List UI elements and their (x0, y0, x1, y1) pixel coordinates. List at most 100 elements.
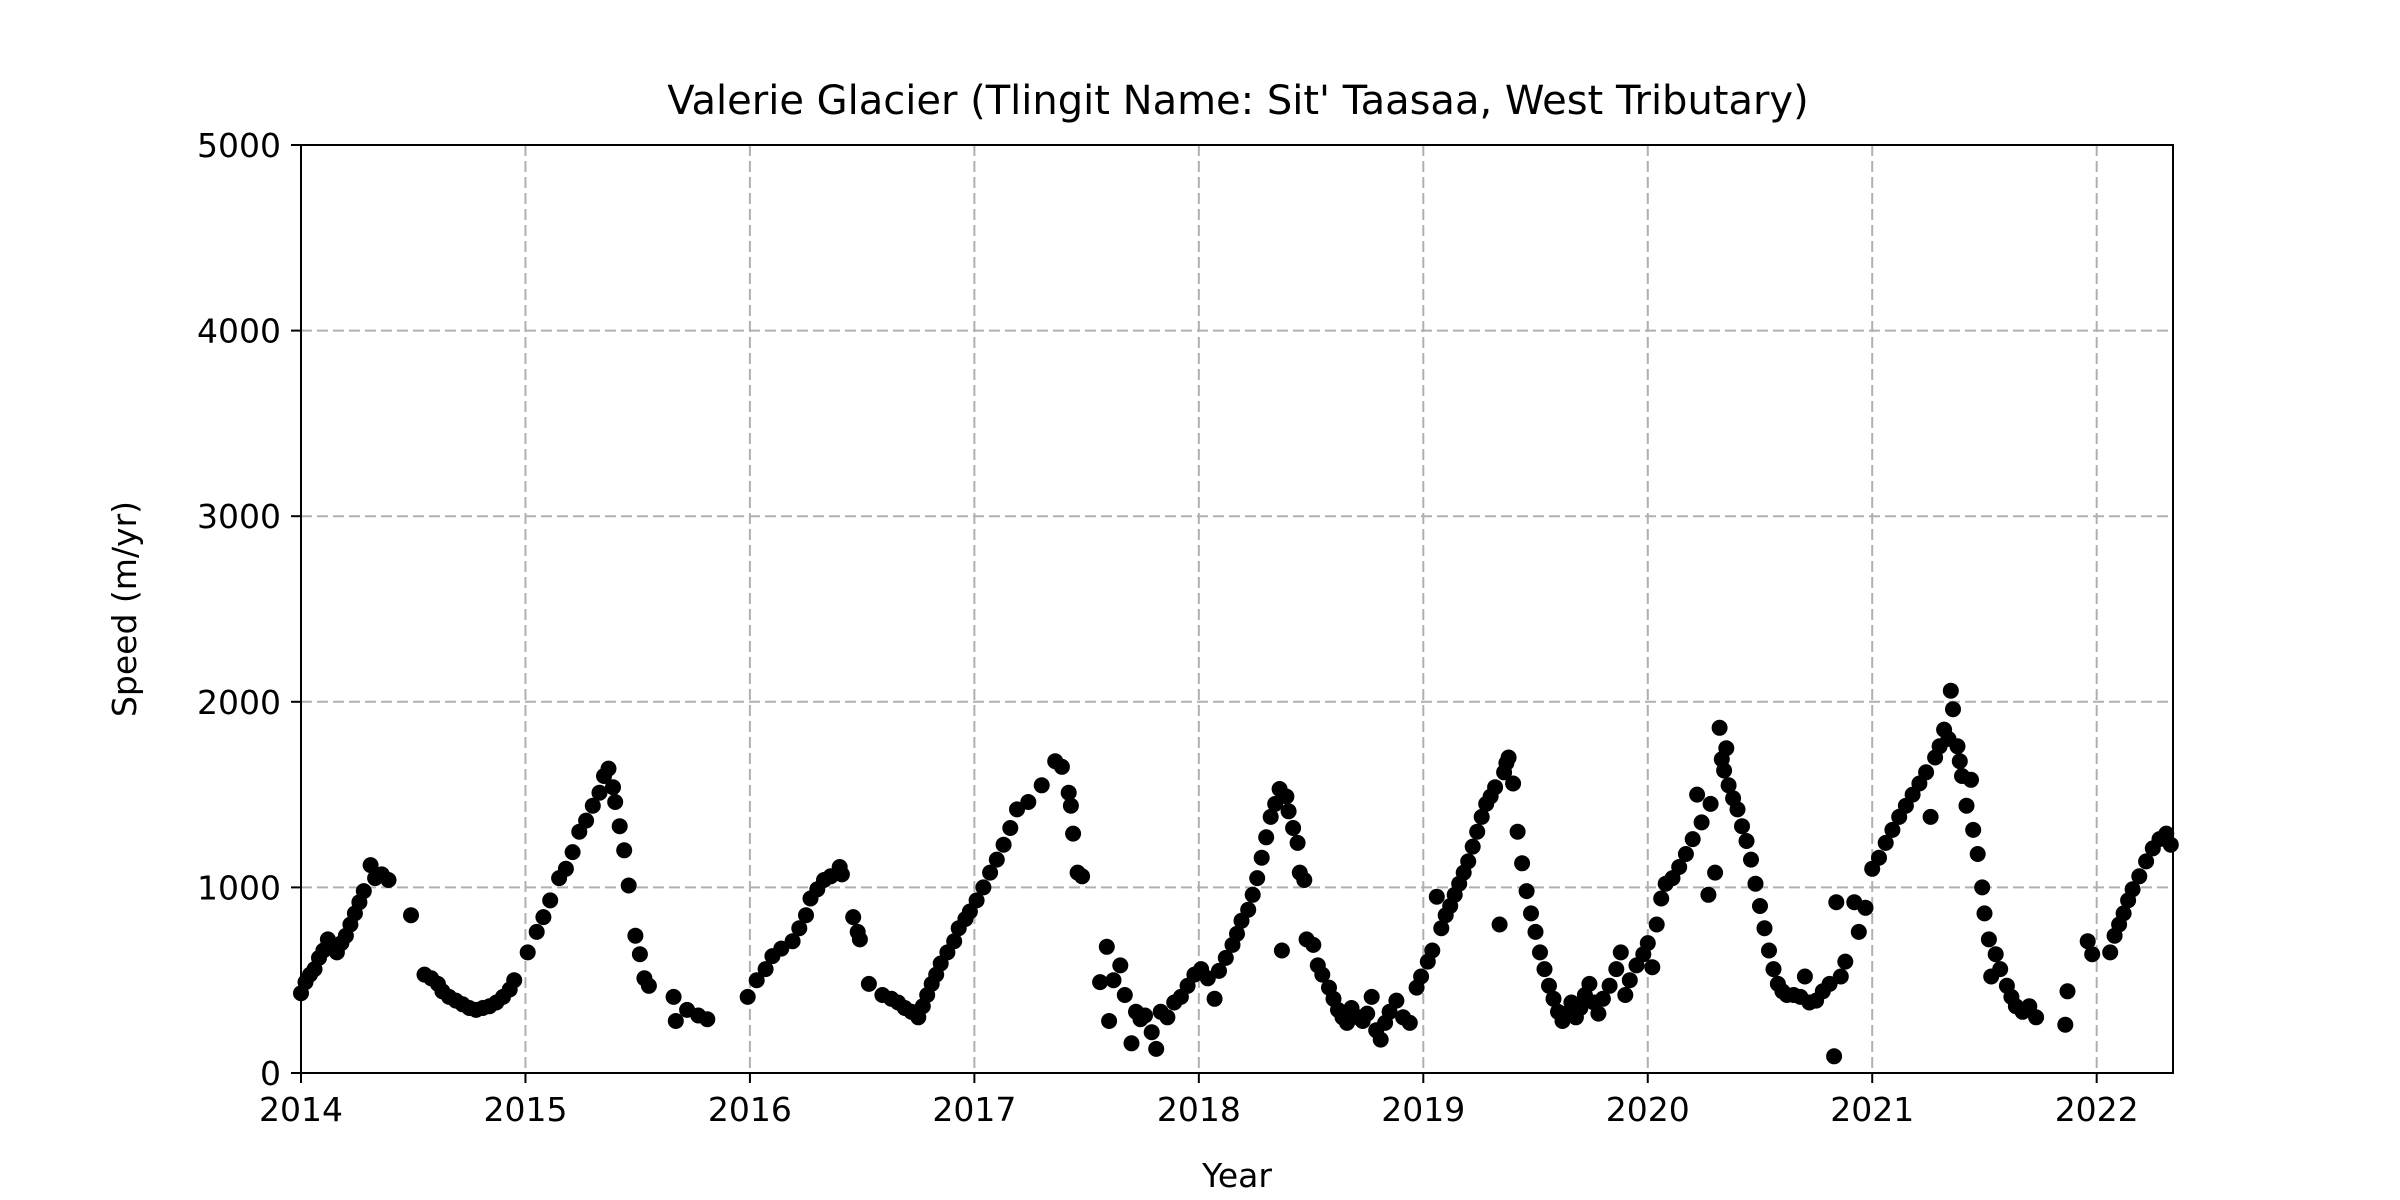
x-tick-label: 2014 (259, 1090, 343, 1129)
data-point (1653, 890, 1670, 907)
data-point (1974, 879, 1991, 896)
data-point (620, 877, 637, 894)
data-point (1594, 990, 1611, 1007)
data-point (1514, 855, 1531, 872)
data-point (1857, 899, 1874, 916)
data-point (1469, 823, 1486, 840)
data-point (355, 883, 372, 900)
data-point (1738, 833, 1755, 849)
data-point (1527, 923, 1544, 940)
x-tick-label: 2020 (1606, 1090, 1690, 1129)
data-point (1689, 786, 1706, 803)
data-point (1098, 938, 1115, 955)
data-point (860, 975, 877, 992)
data-point (1509, 823, 1526, 840)
data-point (1112, 957, 1129, 974)
data-point (1487, 779, 1504, 796)
data-point (1280, 803, 1297, 820)
data-point (1572, 1000, 1589, 1016)
x-tick-label: 2015 (483, 1090, 567, 1129)
data-point (1240, 901, 1257, 918)
data-point (1137, 1007, 1153, 1024)
y-tick-label: 5000 (197, 126, 281, 165)
data-points (293, 682, 2179, 1065)
data-point (1500, 749, 1517, 766)
data-point (1945, 701, 1961, 718)
data-point (665, 988, 682, 1005)
data-point (798, 907, 814, 924)
data-point (506, 972, 523, 989)
data-point (1963, 771, 1979, 788)
data-point (2102, 944, 2119, 961)
data-point (1314, 966, 1331, 983)
data-point (1752, 898, 1768, 914)
data-point (1249, 870, 1266, 887)
chart-title: Valerie Glacier (Tlingit Name: Sit' Taas… (667, 78, 1808, 124)
data-point (362, 857, 379, 874)
data-point (1850, 923, 1867, 940)
data-point (1720, 777, 1737, 794)
data-point (1518, 883, 1535, 900)
data-point (699, 1011, 716, 1028)
data-point (1884, 821, 1901, 838)
data-point (611, 818, 628, 835)
data-point (1273, 942, 1290, 959)
data-point (640, 977, 657, 994)
data-point (1372, 1031, 1389, 1048)
data-point (1065, 825, 1082, 842)
data-point (519, 944, 536, 961)
data-point (591, 784, 608, 801)
data-point (1871, 849, 1887, 866)
data-point (1491, 916, 1508, 933)
data-point (1101, 1013, 1118, 1029)
data-point (2028, 1009, 2045, 1026)
data-point (1206, 990, 1223, 1007)
data-point (1644, 959, 1661, 976)
data-point (1244, 886, 1261, 903)
data-point (1969, 846, 1986, 862)
data-point (773, 940, 790, 957)
data-point (1229, 925, 1245, 942)
data-point (1987, 946, 2004, 963)
data-point (1700, 886, 1717, 903)
data-point (1541, 977, 1557, 994)
data-point (631, 946, 648, 963)
x-tick-label: 2016 (708, 1090, 792, 1129)
data-point (1159, 1009, 1176, 1026)
data-point (946, 933, 963, 950)
y-tick-label: 2000 (197, 683, 281, 722)
data-point (1009, 801, 1025, 818)
data-point (564, 844, 581, 861)
data-point (1523, 905, 1539, 922)
data-point (2057, 1016, 2074, 1033)
data-point (1413, 968, 1430, 985)
data-point (1765, 961, 1782, 978)
data-point (2124, 881, 2141, 898)
data-point (1401, 1014, 1418, 1031)
data-point (833, 866, 850, 883)
plot-frame (300, 144, 2174, 1074)
data-point (1922, 808, 1939, 825)
data-point (380, 872, 397, 888)
data-point (1074, 868, 1091, 885)
data-point (542, 892, 559, 909)
data-point (1388, 992, 1405, 1009)
data-point (1707, 864, 1724, 881)
data-point (1033, 777, 1050, 794)
data-point (1211, 962, 1227, 979)
data-point (1532, 944, 1548, 961)
data-point (1729, 801, 1746, 818)
data-point (1262, 808, 1279, 825)
data-point (1621, 972, 1638, 989)
data-point (851, 931, 868, 948)
data-point (1756, 920, 1773, 937)
data-point (607, 794, 624, 810)
data-point (1505, 775, 1522, 792)
data-point (1949, 738, 1966, 755)
data-point (748, 972, 765, 989)
y-tick-label: 0 (260, 1054, 281, 1093)
data-point (784, 933, 801, 950)
data-point (1601, 977, 1618, 994)
data-point (1473, 808, 1490, 825)
data-point (1545, 990, 1562, 1007)
